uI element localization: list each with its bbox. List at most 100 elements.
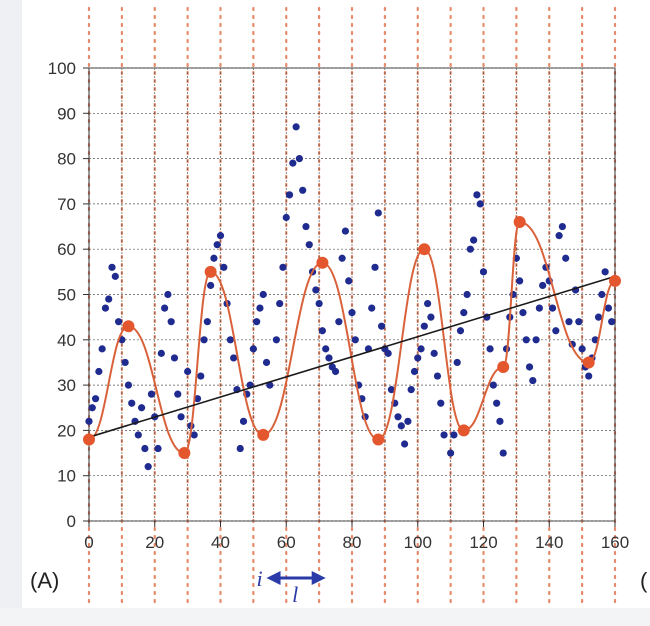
label-l: l	[292, 582, 298, 607]
y-tick-label: 20	[57, 421, 76, 440]
y-axis-ticks: 0 10 20 30 40 50 60 70 80 90 100	[48, 59, 89, 531]
data-point	[216, 232, 225, 240]
extremum-point	[372, 433, 385, 446]
data-point	[414, 354, 422, 362]
x-tick-label: 40	[211, 533, 230, 552]
extremum-point	[83, 433, 95, 446]
data-point	[562, 254, 570, 262]
data-point	[111, 272, 119, 280]
data-point	[190, 431, 198, 439]
x-axis-ticks: 0 20 40 60 80 100 120 140 160	[84, 521, 629, 552]
data-point	[299, 186, 307, 194]
data-point	[493, 399, 501, 407]
data-point	[95, 367, 103, 376]
data-point	[292, 123, 300, 131]
data-point	[470, 236, 478, 244]
data-point	[450, 431, 458, 439]
extremum-point	[122, 320, 135, 333]
y-tick-label: 0	[67, 512, 76, 531]
trend-line	[88, 275, 616, 438]
data-point	[529, 376, 537, 385]
data-point	[184, 367, 192, 376]
data-point	[193, 395, 202, 403]
data-point	[164, 290, 172, 299]
y-tick-label: 100	[48, 59, 76, 78]
extremum-point	[178, 447, 191, 460]
extremum-point	[316, 256, 329, 269]
data-point	[128, 399, 136, 407]
data-points	[85, 123, 616, 471]
data-point	[516, 277, 524, 285]
data-point	[338, 254, 346, 262]
data-point	[289, 159, 297, 167]
x-tick-label: 120	[469, 533, 497, 552]
data-point	[272, 336, 280, 344]
data-point	[410, 367, 419, 376]
data-point	[371, 263, 379, 271]
data-point	[397, 422, 405, 430]
data-point	[259, 290, 267, 299]
extremum-point	[513, 216, 526, 229]
data-point	[279, 263, 287, 271]
data-point	[207, 281, 215, 290]
y-tick-label: 50	[57, 286, 76, 305]
panel-label: (A)	[30, 568, 60, 593]
data-point	[249, 345, 257, 353]
data-point	[121, 358, 129, 367]
data-point	[200, 336, 208, 344]
data-point	[608, 318, 616, 326]
adjacent-panel-label-fragment: (	[640, 568, 648, 593]
data-point	[88, 404, 96, 412]
data-point	[348, 309, 356, 317]
y-tick-label: 90	[57, 104, 76, 123]
data-point	[220, 263, 228, 271]
data-point	[578, 345, 586, 353]
data-point	[440, 431, 448, 439]
data-point	[387, 386, 396, 394]
extremum-point	[204, 265, 217, 278]
data-point	[157, 349, 165, 357]
data-point	[548, 304, 557, 312]
x-tick-label: 140	[535, 533, 563, 552]
x-tick-label: 20	[145, 533, 164, 552]
data-point	[437, 399, 445, 407]
data-point	[384, 349, 392, 357]
data-point	[466, 245, 474, 253]
y-tick-label: 10	[57, 467, 76, 486]
data-point	[230, 354, 238, 362]
data-point	[134, 431, 142, 439]
data-point	[473, 191, 481, 199]
data-point	[479, 268, 488, 276]
data-point	[236, 444, 244, 453]
data-point	[420, 322, 428, 330]
data-point	[558, 222, 567, 231]
data-point	[598, 290, 606, 299]
interval-annotation: i l	[257, 566, 326, 607]
left-margin-strip	[0, 0, 22, 626]
extremum-point	[457, 424, 470, 437]
data-point	[377, 322, 386, 330]
data-point	[154, 444, 162, 453]
data-point	[532, 336, 540, 344]
data-point	[417, 345, 425, 353]
data-point	[312, 286, 320, 294]
data-point	[522, 336, 530, 344]
data-point	[552, 327, 560, 335]
x-tick-label: 100	[404, 533, 432, 552]
extremum-point	[582, 356, 595, 369]
data-point	[210, 254, 218, 262]
data-point	[138, 404, 146, 412]
data-point	[239, 417, 248, 425]
data-point	[144, 463, 152, 471]
y-tick-label: 80	[57, 150, 76, 169]
data-point	[496, 417, 504, 425]
data-point	[101, 304, 110, 312]
data-point	[85, 417, 93, 425]
data-point	[555, 232, 563, 240]
data-point	[601, 268, 609, 276]
data-point	[114, 318, 123, 326]
data-point	[407, 386, 415, 394]
data-point	[476, 200, 484, 208]
x-tick-label: 0	[84, 533, 93, 552]
